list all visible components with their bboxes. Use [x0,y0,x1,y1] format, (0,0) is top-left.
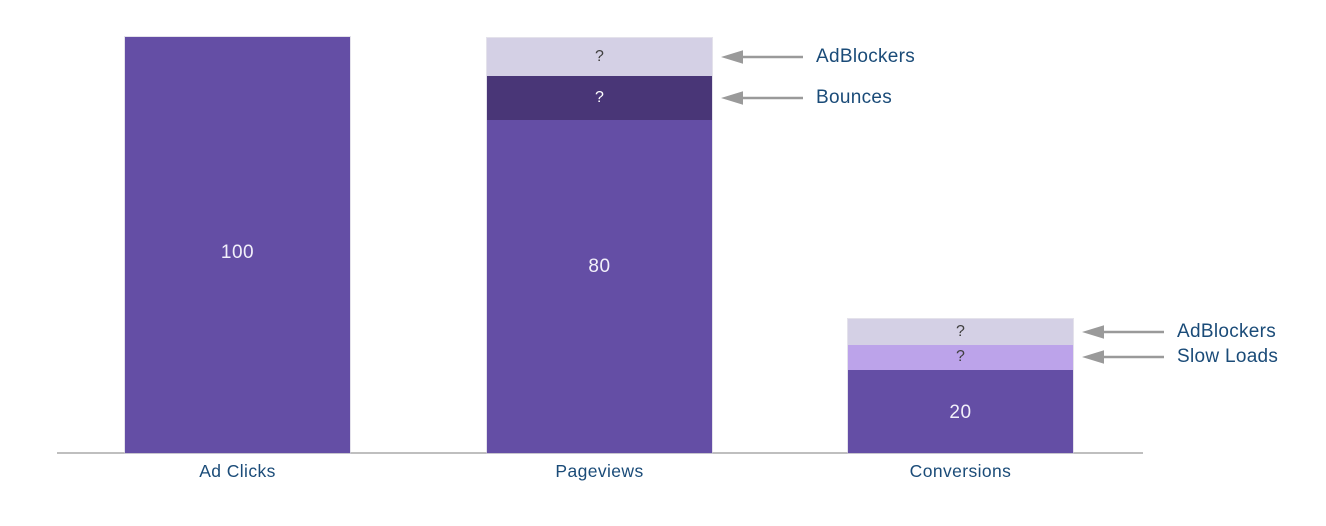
annotation-label: AdBlockers [1177,321,1277,343]
annotation-bounces: Bounces [721,87,892,109]
annotation-adblockers: AdBlockers [1082,321,1276,343]
category-label-ad-clicks: Ad Clicks [199,461,276,481]
category-label-pageviews: Pageviews [555,461,644,481]
bar-segment-bounces-unknown: ? [487,76,712,121]
segment-value-label: ? [956,348,965,366]
left-arrow-icon [721,91,803,105]
annotation-label: Bounces [816,87,893,109]
annotation-adblockers: AdBlockers [721,46,915,68]
bar-segment-conversions-known: 20 [848,369,1073,453]
segment-value-label: 80 [588,255,611,277]
annotation-label: Slow Loads [1177,346,1279,368]
segment-value-label: 20 [949,402,972,424]
segment-value-label: ? [595,47,604,65]
left-arrow-icon [1082,325,1164,339]
x-axis-line [57,452,1143,454]
category-label-conversions: Conversions [909,461,1012,481]
bar-segment-ad-clicks-total: 100 [125,37,350,453]
bar-segment-adblockers-unknown: ? [848,319,1073,345]
segment-value-label: 100 [220,242,255,263]
segment-value-label: ? [595,89,604,107]
left-arrow-icon [1082,350,1164,365]
bar-ad-clicks: 100 [125,37,350,453]
segment-value-label: ? [956,323,965,341]
annotation-label: AdBlockers [816,45,916,67]
annotation-slow-loads: Slow Loads [1082,346,1278,368]
bar-conversions: 20?? [848,319,1073,453]
bar-segment-adblockers-unknown: ? [487,37,712,77]
bar-pageviews: 80?? [487,37,712,453]
left-arrow-icon [721,50,803,64]
bar-segment-pageviews-known: 80 [487,120,712,453]
bar-segment-slow-loads-unknown: ? [848,344,1073,370]
